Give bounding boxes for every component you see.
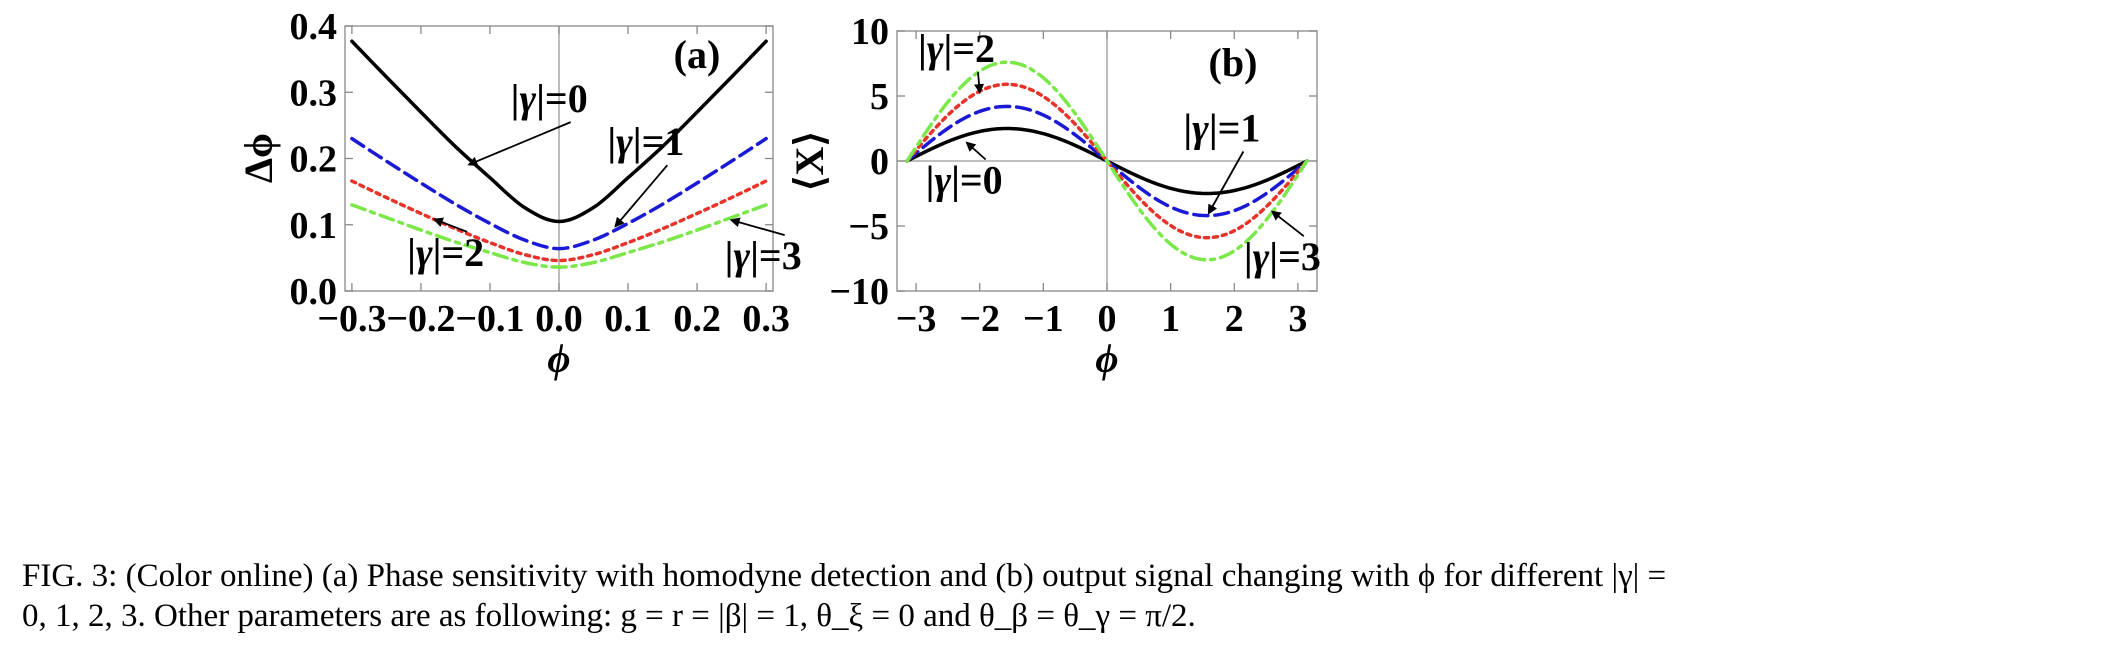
panel-b-x-tick-label: 1 [1161,298,1180,340]
panel-b-annotation-arrow-2 [1207,151,1245,215]
panel-b-series-line-3 [905,60,1309,262]
panel-b-chart: −3 −2 −1 0 1 2 3−10−50510ϕ⟨X⟩(b)|γ|=2|γ|=0|γ|=… [787,11,1321,381]
panel-a-annotation-label-1: |γ|=1 [607,119,684,164]
panel-a-annotation-arrow-1 [614,164,669,228]
panel-b-y-tick-label: −5 [848,206,889,248]
panel-a-chart: −0.3 −0.2 −0.1 0.0 0.1 0.2 0.3 0.0 0.1 0.2 0.3 0.4 ϕ… [236,6,802,381]
panel-b-y-tick-label: −10 [829,271,889,313]
panel-a-y-axis-label: Δϕ [236,133,281,183]
panel-a-x-tick-label: −0.2 [386,298,455,340]
panel-a-annotation-arrow-3 [729,217,785,237]
panel-a-x-tick-label: 0.0 [535,298,583,340]
panel-a-series-line-1 [350,136,768,251]
panel-a-series-line-2 [350,179,768,263]
panel-a-y-tick-label: 0.3 [290,72,338,114]
panel-b-annotation-label-0: |γ|=2 [918,26,995,71]
panel-b-x-tick-label: 2 [1225,298,1244,340]
panel-a-y-tick-label: 0.0 [290,271,338,313]
figure: −0.3 −0.2 −0.1 0.0 0.1 0.2 0.3 0.0 0.1 0.2 0.3 0.4 ϕ… [236,6,1321,381]
panel-a-series-line-0 [350,39,768,224]
caption-line-2: 0, 1, 2, 3. Other parameters are as foll… [22,598,1196,634]
panel-a-x-tick-label: 0.1 [604,298,652,340]
panel-a-series-line-3 [350,203,768,269]
panel-b-y-tick-label: 5 [870,76,889,118]
panel-a-y-tick-label: 0.4 [290,6,338,48]
panel-b-annotation-arrow-0 [974,72,985,95]
panel-b-annotation-label-3: |γ|=3 [1244,234,1321,279]
panel-b-x-tick-label: 3 [1288,298,1307,340]
panel-b-x-axis-label: ϕ [1095,336,1118,381]
panel-b-x-tick-label: −1 [1023,298,1064,340]
caption-line-1: FIG. 3: (Color online) (a) Phase sensiti… [22,558,1667,594]
panel-b-y-axis-label: ⟨X⟩ [787,131,832,191]
panel-b-annotation-label-2: |γ|=1 [1183,106,1260,151]
panel-a-annotation-label-0: |γ|=0 [511,76,588,121]
panel-a-y-tick-label: 0.1 [290,205,338,247]
panel-b-x-tick-label: −2 [959,298,1000,340]
panel-a-x-tick-label: 0.2 [673,298,721,340]
panel-a-annotation-label-3: |γ|=3 [725,233,802,278]
panel-b-x-tick-label: 0 [1098,298,1117,340]
panel-a-annotation-arrow-0 [467,121,572,166]
panel-a-x-tick-label: −0.3 [317,298,386,340]
panel-b-y-tick-label: 10 [851,11,889,53]
panel-a-annotation-label-2: |γ|=2 [407,230,484,275]
panel-a-annotation-arrow-2 [432,217,468,233]
panel-b-annotation-label-1: |γ|=0 [926,158,1003,203]
panel-b-panel-label: (b) [1209,40,1258,85]
panel-a-y-tick-label: 0.2 [290,139,338,181]
panel-b-y-tick-label: 0 [870,141,889,183]
panel-b-annotation-arrow-3 [1270,210,1305,237]
panel-a-panel-label: (a) [674,32,721,77]
panel-b-annotation-arrow-1 [965,141,987,161]
panel-b-x-tick-label: −3 [896,298,937,340]
figure-caption: FIG. 3: (Color online) (a) Phase sensiti… [22,556,2092,636]
panel-a-x-tick-label: 0.3 [742,298,790,340]
panel-a-x-axis-label: ϕ [547,336,570,381]
panel-a-x-tick-label: −0.1 [455,298,524,340]
